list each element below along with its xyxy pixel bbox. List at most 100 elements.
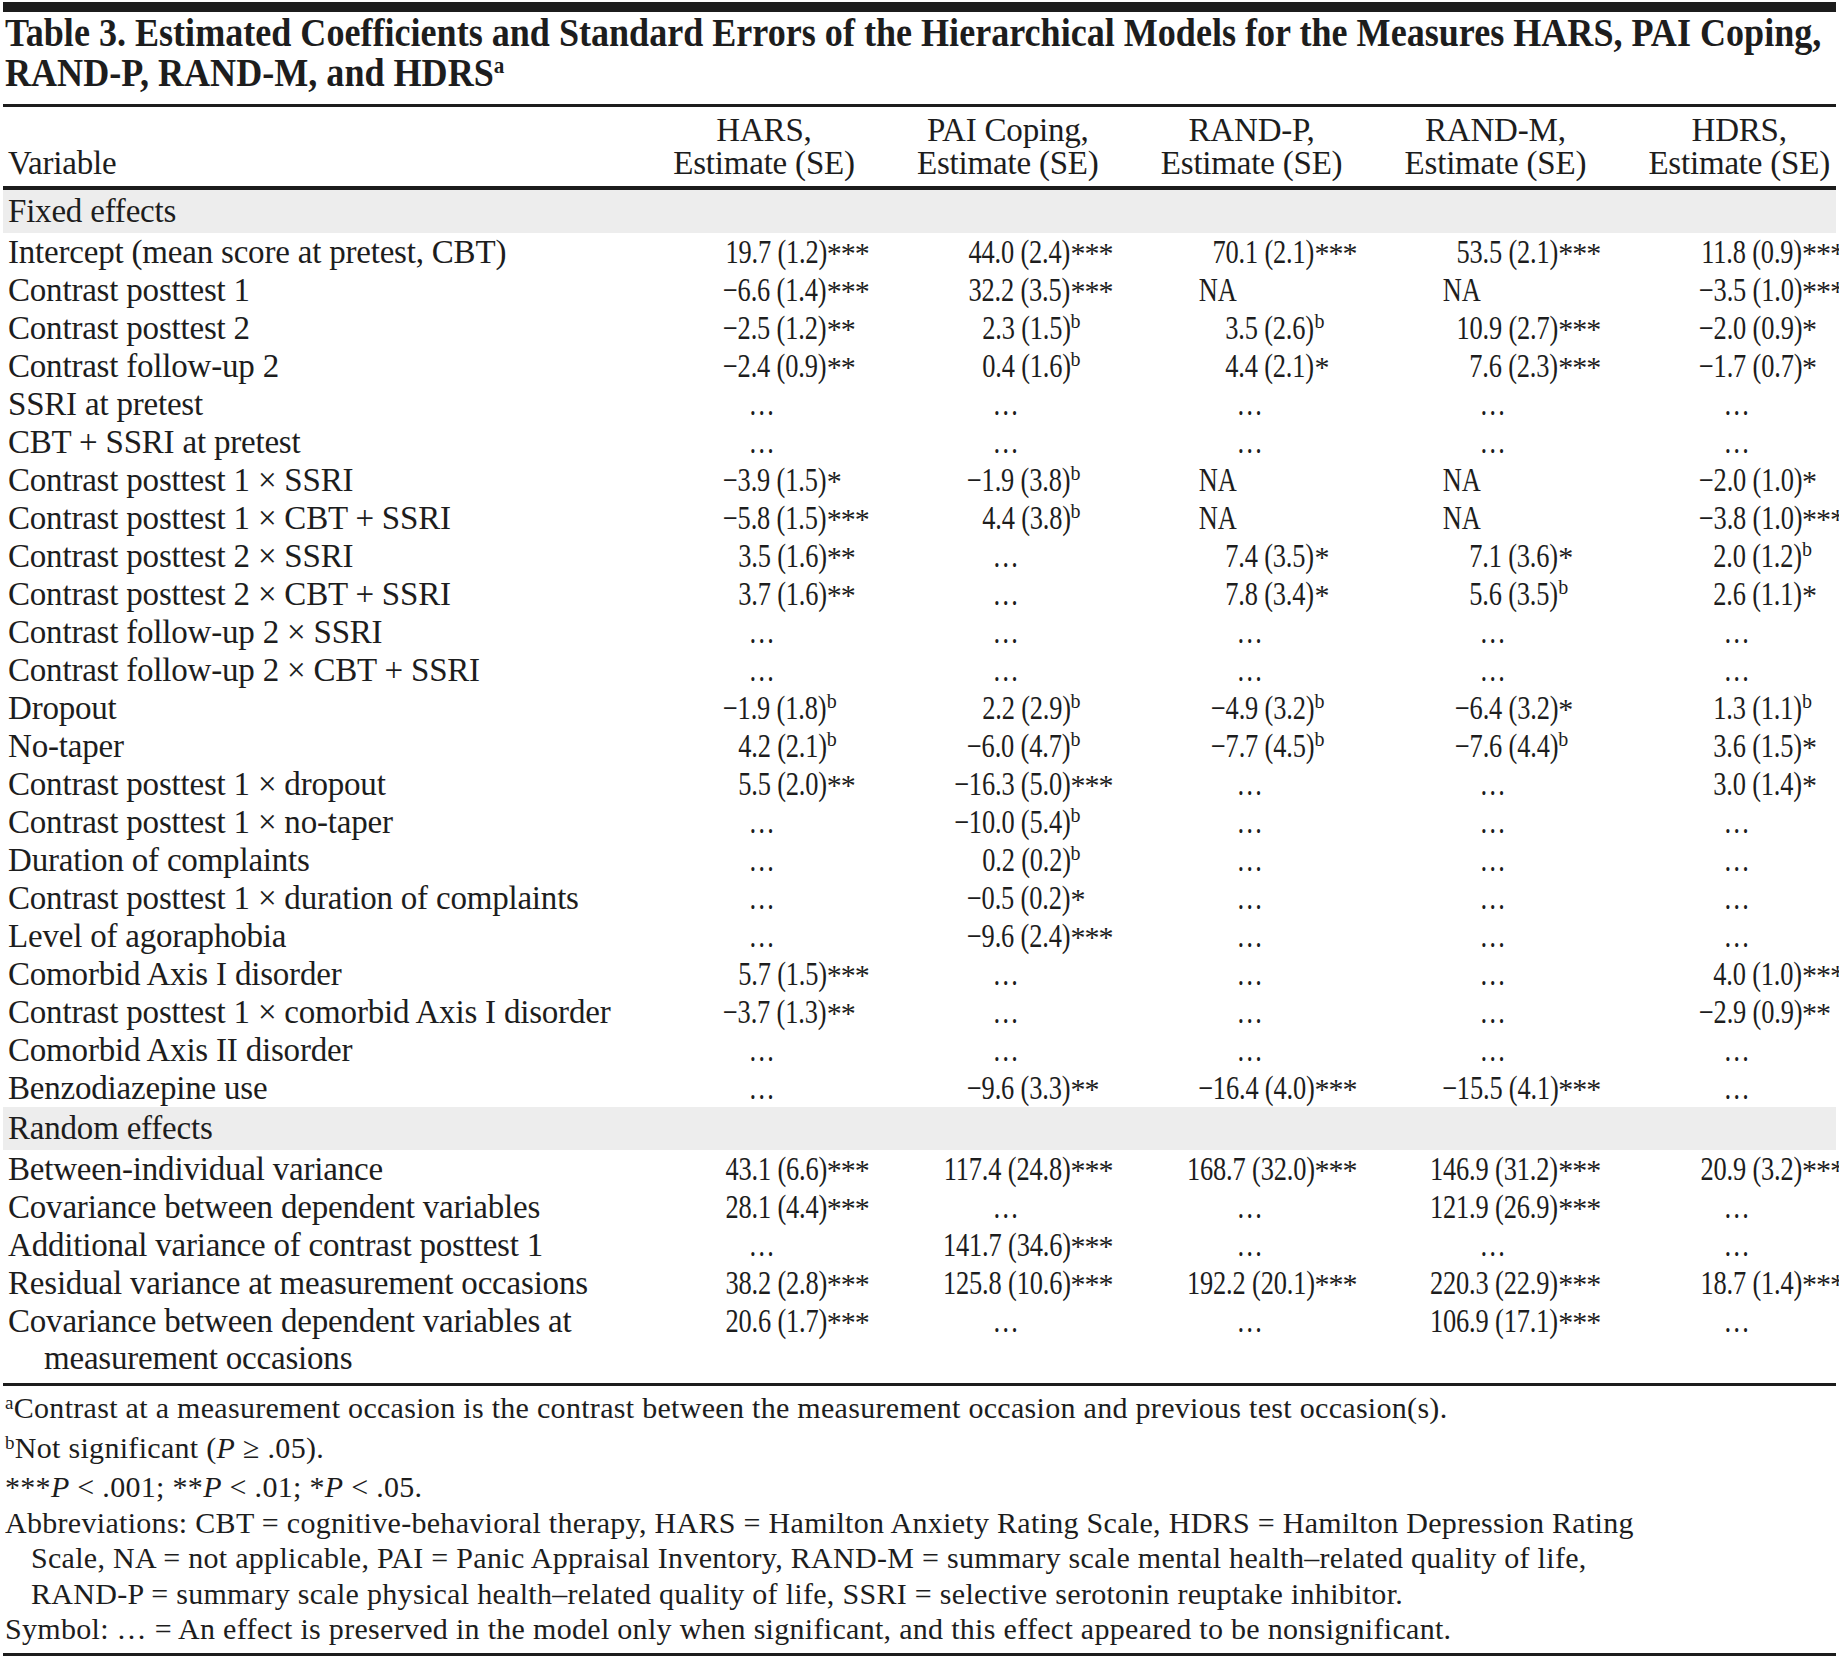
footnote-a-marker: a [5, 1392, 14, 1413]
value-cell: … [1105, 385, 1349, 423]
value-cell: 5.6 (3.5)b [1348, 575, 1592, 617]
value-cell: … [861, 1031, 1105, 1069]
row-label: Contrast posttest 2 × CBT + SSRI [3, 575, 617, 617]
value-cell: −1.7 (0.7)* [1592, 347, 1836, 389]
value-cell: … [1348, 955, 1592, 994]
value-cell: … [1105, 613, 1349, 651]
table-row: Additional variance of contrast posttest… [3, 1226, 1836, 1264]
row-label: Residual variance at measurement occasio… [3, 1264, 617, 1303]
value-cell: 2.0 (1.2)b [1592, 537, 1836, 579]
value-cell: NA [1105, 271, 1349, 310]
value-cell: NA [1348, 271, 1592, 310]
footnote-symbol: Symbol: … = An effect is preserved in th… [5, 1611, 1836, 1647]
value-cell: 28.1 (4.4)*** [617, 1188, 861, 1227]
value-cell: 53.5 (2.1)*** [1348, 233, 1592, 272]
value-cell: … [1592, 1188, 1836, 1227]
value-cell: … [1105, 651, 1349, 689]
value-cell: 11.8 (0.9)*** [1592, 233, 1836, 272]
value-cell: … [861, 537, 1105, 579]
value-cell: … [1105, 1302, 1349, 1377]
value-cell: NA [1105, 499, 1349, 541]
value-cell: … [1592, 1226, 1836, 1265]
value-cell: −3.9 (1.5)* [617, 461, 861, 503]
value-cell: … [1592, 423, 1836, 461]
table-row: Contrast posttest 1 × CBT + SSRI−5.8 (1.… [3, 499, 1836, 537]
value-cell: NA [1105, 461, 1349, 503]
footnote-b: bNot significant (P ≥ .05). [5, 1430, 1836, 1470]
row-label: Level of agoraphobia [3, 917, 617, 956]
value-cell: … [1105, 955, 1349, 994]
section-header-random-effects: Random effects [3, 1107, 1836, 1150]
value-cell: 10.9 (2.7)*** [1348, 309, 1592, 351]
footnotes: aContrast at a measurement occasion is t… [3, 1386, 1836, 1647]
value-cell: 0.2 (0.2)b [861, 841, 1105, 883]
value-cell: … [617, 879, 861, 918]
value-cell: … [1348, 423, 1592, 461]
table-row: Level of agoraphobia…−9.6 (2.4)***……… [3, 917, 1836, 955]
value-cell: −6.0 (4.7)b [861, 727, 1105, 769]
value-cell: … [617, 1031, 861, 1069]
value-cell: … [1105, 1226, 1349, 1265]
footnote-significance: ***P < .001; **P < .01; *P < .05. [5, 1469, 1836, 1505]
value-cell: −10.0 (5.4)b [861, 803, 1105, 845]
value-cell: 18.7 (1.4)*** [1592, 1264, 1836, 1303]
value-cell: 70.1 (2.1)*** [1105, 233, 1349, 272]
value-cell: … [861, 613, 1105, 651]
table-row: Contrast follow-up 2−2.4 (0.9)**0.4 (1.6… [3, 347, 1836, 385]
table-row: Duration of complaints…0.2 (0.2)b……… [3, 841, 1836, 879]
value-cell: 19.7 (1.2)*** [617, 233, 861, 272]
value-cell: … [1592, 841, 1836, 883]
value-cell: 117.4 (24.8)*** [861, 1150, 1105, 1189]
value-cell: −5.8 (1.5)*** [617, 499, 861, 541]
value-cell: … [1592, 879, 1836, 918]
value-cell: 3.6 (1.5)* [1592, 727, 1836, 769]
value-cell: … [861, 955, 1105, 994]
table-row: Contrast posttest 1 × duration of compla… [3, 879, 1836, 917]
row-label: Contrast posttest 1 × comorbid Axis I di… [3, 993, 617, 1032]
column-header-1: HARS,Estimate (SE) [617, 114, 861, 180]
value-cell: −6.6 (1.4)*** [617, 271, 861, 310]
value-cell: … [1348, 765, 1592, 804]
value-cell: −9.6 (2.4)*** [861, 917, 1105, 956]
column-headers: Variable HARS,Estimate (SE)PAI Coping,Es… [3, 107, 1836, 190]
table-body: Fixed effectsIntercept (mean score at pr… [3, 190, 1836, 1377]
column-header-5: HDRS,Estimate (SE) [1592, 114, 1836, 180]
value-cell: 125.8 (10.6)*** [861, 1264, 1105, 1303]
value-cell: 2.2 (2.9)b [861, 689, 1105, 731]
value-cell: −3.7 (1.3)** [617, 993, 861, 1032]
value-cell: 7.1 (3.6)* [1348, 537, 1592, 579]
value-cell: −3.5 (1.0)*** [1592, 271, 1836, 310]
table-row: Contrast posttest 1−6.6 (1.4)***32.2 (3.… [3, 271, 1836, 309]
row-label: Contrast posttest 1 × CBT + SSRI [3, 499, 617, 541]
value-cell: 4.2 (2.1)b [617, 727, 861, 769]
value-cell: NA [1348, 461, 1592, 503]
row-label: Covariance between dependent variables [3, 1188, 617, 1227]
table-page: Table 3. Estimated Coefficients and Stan… [3, 2, 1836, 1656]
value-cell: … [617, 651, 861, 689]
value-cell: 146.9 (31.2)*** [1348, 1150, 1592, 1189]
value-cell: … [861, 651, 1105, 689]
value-cell: … [861, 1302, 1105, 1377]
value-cell: −1.9 (3.8)b [861, 461, 1105, 503]
table-row: Residual variance at measurement occasio… [3, 1264, 1836, 1302]
value-cell: 32.2 (3.5)*** [861, 271, 1105, 310]
value-cell: … [1105, 841, 1349, 883]
table-row: Covariance between dependent variables a… [3, 1302, 1836, 1377]
value-cell: −2.0 (1.0)* [1592, 461, 1836, 503]
value-cell: … [1105, 1031, 1349, 1069]
value-cell: −6.4 (3.2)* [1348, 689, 1592, 731]
value-cell: 3.5 (2.6)b [1105, 309, 1349, 351]
table-row: Contrast posttest 2 × SSRI3.5 (1.6)**…7.… [3, 537, 1836, 575]
value-cell: 44.0 (2.4)*** [861, 233, 1105, 272]
value-cell: … [861, 1188, 1105, 1227]
value-cell: −2.9 (0.9)** [1592, 993, 1836, 1032]
value-cell: … [1348, 879, 1592, 918]
row-label: Duration of complaints [3, 841, 617, 883]
table-title: Table 3. Estimated Coefficients and Stan… [5, 12, 1839, 98]
value-cell: … [1348, 385, 1592, 423]
column-header-variable: Variable [3, 147, 617, 180]
value-cell: … [1592, 1031, 1836, 1069]
value-cell: … [1592, 1302, 1836, 1377]
value-cell: 2.6 (1.1)* [1592, 575, 1836, 617]
value-cell: … [617, 423, 861, 461]
